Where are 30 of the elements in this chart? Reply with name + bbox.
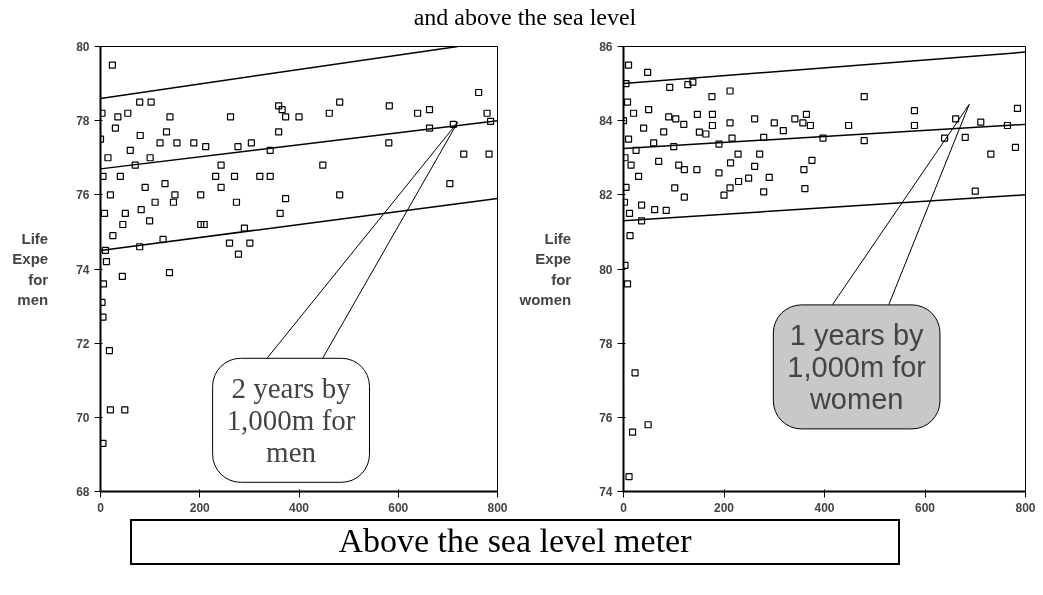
x-tick-label: 800 [487, 500, 508, 515]
x-tick-label: 800 [1015, 500, 1036, 515]
y-tick-label: 80 [599, 262, 613, 277]
annotation: 2 years by 1,000m for men [226, 372, 356, 469]
x-axis-title: Above the sea level meter [338, 521, 692, 561]
x-tick-label: 600 [914, 500, 936, 515]
y-tick-label: 78 [76, 114, 90, 129]
y-tick-label: 72 [76, 336, 90, 351]
x-tick-label: 0 [620, 500, 628, 515]
y-tick-label: 76 [76, 188, 90, 203]
y-axis-title: Life Expe for men [12, 229, 49, 309]
x-tick-label: 400 [288, 500, 310, 515]
y-tick-label: 86 [599, 40, 613, 54]
annotation: 1 years by 1,000m for women [787, 318, 927, 415]
x-tick-label: 400 [814, 500, 835, 515]
y-tick-label: 74 [599, 485, 613, 499]
x-tick-label: 0 [97, 500, 105, 515]
x-tick-label: 600 [388, 500, 409, 515]
x-tick-label: 200 [713, 500, 735, 515]
y-tick-label: 82 [599, 188, 613, 203]
y-tick-label: 84 [599, 114, 613, 129]
y-tick-label: 78 [599, 336, 613, 351]
x-tick-label: 200 [189, 500, 211, 515]
y-tick-label: 76 [599, 410, 613, 425]
y-tick-label: 80 [76, 40, 90, 54]
chart-title: and above the sea level [413, 4, 637, 30]
y-tick-label: 70 [76, 410, 90, 425]
y-axis-title: Life Expe for women [518, 229, 572, 309]
y-tick-label: 68 [76, 485, 90, 499]
y-tick-label: 74 [76, 262, 90, 277]
